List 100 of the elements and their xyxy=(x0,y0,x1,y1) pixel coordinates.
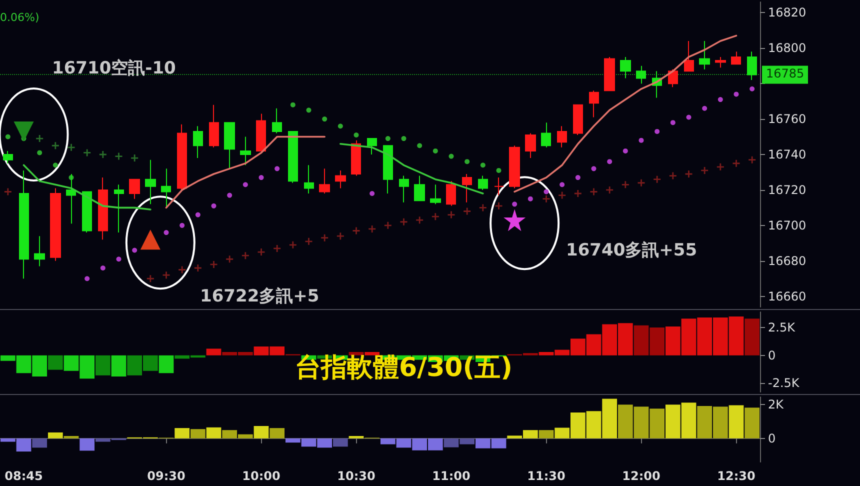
bar xyxy=(744,318,760,356)
y-tick-label: 16720 xyxy=(768,182,806,197)
point xyxy=(140,230,160,250)
annotation: 0.06%) xyxy=(0,11,40,24)
point xyxy=(416,216,424,224)
point xyxy=(432,213,439,220)
candlestick xyxy=(699,40,710,70)
y-tick-label: 0 xyxy=(768,348,776,362)
point xyxy=(716,163,724,170)
candlestick xyxy=(668,68,678,88)
bar xyxy=(95,355,110,376)
bar xyxy=(111,355,126,376)
point xyxy=(258,248,265,256)
point xyxy=(448,154,454,159)
point xyxy=(417,143,422,148)
point xyxy=(479,204,486,212)
point xyxy=(748,156,756,164)
annotation: 16710空訊-10 xyxy=(52,58,176,78)
point xyxy=(734,92,739,97)
point xyxy=(211,203,216,208)
point xyxy=(368,225,376,232)
candlestick xyxy=(335,170,346,189)
point xyxy=(258,175,264,180)
y-tick-label: 16740 xyxy=(768,148,806,162)
point xyxy=(432,148,438,154)
point xyxy=(180,222,185,228)
candlestick xyxy=(636,65,646,84)
text: 台指軟體6/30(五) xyxy=(295,353,513,383)
point xyxy=(638,179,645,186)
point xyxy=(622,148,628,154)
annotation: 16722多訊+5 xyxy=(200,286,320,306)
point xyxy=(321,234,328,242)
point xyxy=(227,192,232,198)
y-tick-label: -2.5K xyxy=(768,376,800,390)
bar xyxy=(348,352,364,356)
point xyxy=(464,208,471,215)
bar xyxy=(48,432,63,438)
point xyxy=(274,244,281,252)
point xyxy=(322,116,328,122)
bar xyxy=(364,352,380,356)
bar xyxy=(32,438,48,448)
point xyxy=(195,212,200,218)
point xyxy=(132,248,138,253)
point xyxy=(242,252,249,260)
candlestick xyxy=(620,56,631,79)
point xyxy=(226,256,234,263)
candlestick xyxy=(573,104,583,136)
candlestick xyxy=(414,175,425,202)
x-tick-label: 12:00 xyxy=(622,469,660,483)
candlestick xyxy=(34,236,45,267)
point xyxy=(638,138,644,143)
bar xyxy=(206,427,222,438)
candlestick xyxy=(731,51,741,65)
bar xyxy=(538,430,554,438)
candlestick xyxy=(478,175,488,190)
candlestick xyxy=(145,159,156,205)
point xyxy=(194,264,202,272)
y-tick-label: 16660 xyxy=(768,289,806,304)
candlestick xyxy=(161,168,171,208)
point xyxy=(52,142,59,150)
candlestick xyxy=(50,188,61,262)
point xyxy=(274,166,280,172)
x-tick-label: 10:30 xyxy=(337,469,376,483)
x-tick-label: 08:45 xyxy=(4,469,43,483)
candlestick xyxy=(541,122,551,148)
y-tick-label: 16760 xyxy=(768,112,806,126)
point xyxy=(669,172,676,180)
candlestick xyxy=(684,40,694,72)
point xyxy=(607,159,612,164)
y-tick-label: 16800 xyxy=(768,41,806,56)
candlestick xyxy=(304,164,314,194)
point xyxy=(496,168,502,173)
point xyxy=(14,121,34,142)
point xyxy=(448,211,455,218)
point xyxy=(401,136,406,142)
point xyxy=(718,97,723,102)
point xyxy=(384,222,392,229)
candlestick xyxy=(240,136,251,166)
candlestick xyxy=(715,56,726,68)
candlestick xyxy=(604,56,615,92)
point xyxy=(178,266,186,274)
bar xyxy=(80,438,95,451)
point xyxy=(84,276,90,282)
y-tick-label: 16700 xyxy=(768,218,806,232)
point xyxy=(354,132,359,138)
candlestick xyxy=(319,168,330,194)
candlestick xyxy=(193,126,203,159)
y-tick-label: 2.5K xyxy=(768,320,796,335)
point xyxy=(480,162,486,168)
point xyxy=(558,192,566,199)
candlestick xyxy=(351,140,361,176)
candlestick xyxy=(129,178,140,200)
candlestick xyxy=(494,177,504,196)
candlestick xyxy=(747,51,757,81)
bar xyxy=(744,408,760,438)
point xyxy=(306,108,312,113)
y-tick-label: 16820 xyxy=(768,6,806,20)
point xyxy=(732,160,740,167)
point xyxy=(686,114,692,120)
point xyxy=(336,232,344,240)
